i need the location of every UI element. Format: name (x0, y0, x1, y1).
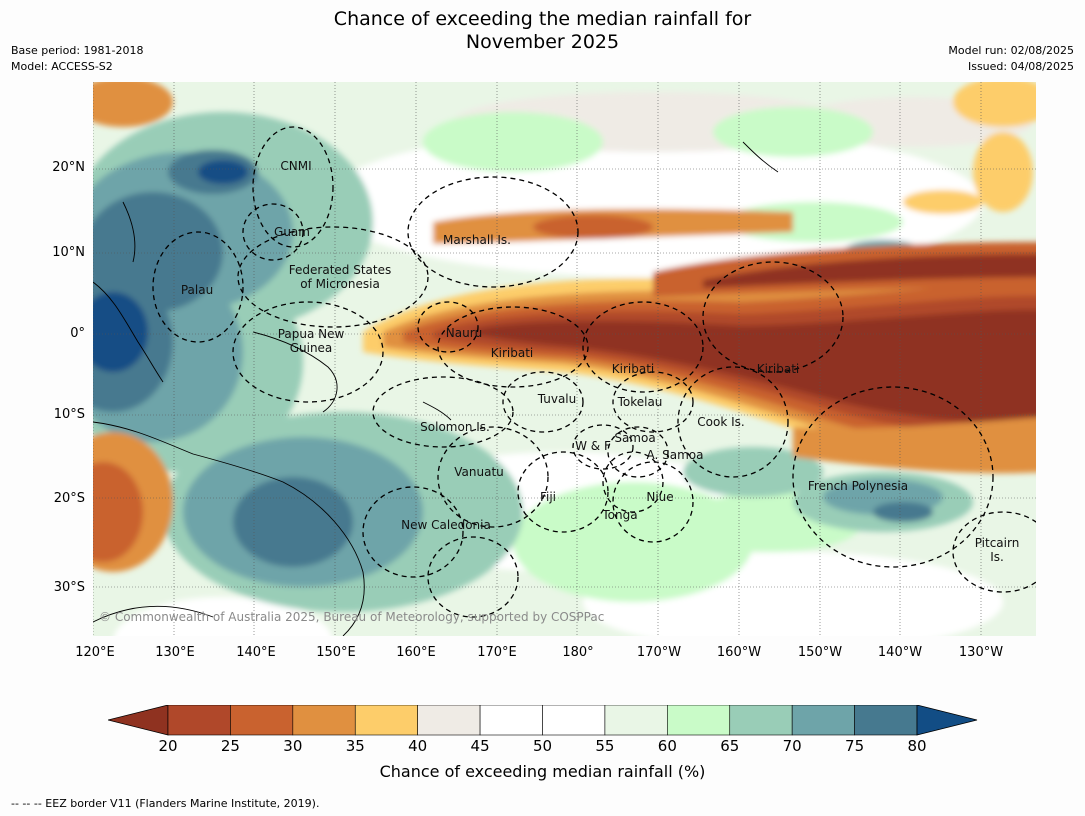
colorbar-segment (667, 705, 731, 736)
colorbar-tick-label: 30 (283, 737, 303, 755)
colorbar-tick-label: 60 (657, 737, 677, 755)
region-solomon: Solomon Is. (420, 420, 490, 434)
lon-label-120e: 120°E (75, 645, 115, 660)
model-name: Model: ACCESS-S2 (11, 60, 113, 73)
colorbar-segment (354, 705, 418, 736)
issued-date: Issued: 04/08/2025 (967, 60, 1074, 73)
colorbar-tick-label: 45 (470, 737, 490, 755)
colorbar-tick-label: 65 (720, 737, 740, 755)
region-vanuatu: Vanuatu (454, 465, 504, 479)
region-wf: W & F (575, 439, 611, 453)
title-line-1: Chance of exceeding the median rainfall … (333, 8, 752, 30)
colorbar-tick-label: 55 (595, 737, 615, 755)
meta-left: Base period: 1981-2018 Model: ACCESS-S2 (11, 43, 143, 75)
colorbar-segment (479, 705, 543, 736)
eez-border-note: -- -- -- EEZ border V11 (Flanders Marine… (11, 797, 320, 810)
lon-label-150w: 150°W (797, 645, 843, 660)
region-marshall: Marshall Is. (443, 233, 511, 247)
colorbar-tick-label: 80 (907, 737, 927, 755)
eez-borders (152, 126, 1036, 618)
region-tuvalu: Tuvalu (537, 392, 577, 406)
region-french-polynesia: French Polynesia (807, 479, 909, 493)
region-nauru: Nauru (445, 326, 483, 340)
region-amsamoa: A. Samoa (646, 448, 704, 462)
colorbar-segment (417, 705, 481, 736)
region-cook: Cook Is. (697, 415, 745, 429)
region-samoa: Samoa (614, 431, 656, 445)
base-period: Base period: 1981-2018 (11, 44, 144, 57)
colorbar-segment (604, 705, 668, 736)
title-line-2: November 2025 (465, 31, 620, 53)
region-kiribati-central: Kiribati (611, 362, 655, 376)
lon-label-130e: 130°E (155, 645, 195, 660)
region-kiribati-east: Kiribati (756, 362, 800, 376)
lat-label-20s: 20°S (53, 491, 85, 506)
region-pitcairn-line-2: Is. (990, 550, 1004, 564)
region-pitcairn: Pitcairn Is. (975, 536, 1020, 564)
lon-label-140e: 140°E (236, 645, 276, 660)
colorbar-segment (230, 705, 294, 736)
colorbar-tick-label: 40 (408, 737, 428, 755)
colorbar-label: Chance of exceeding median rainfall (%) (379, 762, 706, 781)
lat-label-20n: 20°N (52, 160, 85, 175)
meta-right: Model run: 02/08/2025 Issued: 04/08/2025 (948, 43, 1074, 75)
colorbar-segment (854, 705, 918, 736)
colorbar-tick-label: 70 (782, 737, 802, 755)
region-guam: Guam (274, 225, 310, 239)
lon-label-170w: 170°W (636, 645, 682, 660)
region-kiribati-west: Kiribati (490, 346, 534, 360)
lat-label-10n: 10°N (52, 245, 85, 260)
colorbar-tick-label: 75 (845, 737, 865, 755)
colorbar-segment (791, 705, 855, 736)
region-png-line-1: Papua New (277, 327, 345, 341)
colorbar-tick-label: 25 (220, 737, 240, 755)
lat-label-0: 0° (70, 326, 85, 341)
region-niue: Niue (646, 490, 674, 504)
colorbar-segment (542, 705, 606, 736)
lon-label-150e: 150°E (316, 645, 356, 660)
colorbar-segments (167, 705, 918, 736)
region-fsm-line-2: of Micronesia (300, 277, 380, 291)
lon-label-130w: 130°W (958, 645, 1004, 660)
lat-label-10s: 10°S (53, 407, 85, 422)
region-png: Papua New Guinea (278, 327, 345, 355)
lon-label-160e: 160°E (396, 645, 436, 660)
colorbar-segment (167, 705, 231, 736)
lat-label-30s: 30°S (53, 580, 85, 595)
colorbar-tick-label: 20 (158, 737, 178, 755)
region-fsm-line-1: Federated States (288, 263, 392, 277)
lon-label-180: 180° (562, 645, 594, 660)
region-tokelau: Tokelau (617, 395, 663, 409)
lon-label-140w: 140°W (877, 645, 923, 660)
region-fiji: Fiji (539, 490, 557, 504)
region-tonga: Tonga (602, 508, 638, 522)
colorbar-segment (292, 705, 356, 736)
colorbar-segment (729, 705, 793, 736)
graticule (93, 82, 1036, 636)
rainfall-field (93, 82, 1036, 636)
region-png-line-2: Guinea (289, 341, 333, 355)
region-palau: Palau (180, 283, 214, 297)
region-new-caledonia: New Caledonia (401, 518, 491, 532)
colorbar-over-arrow (916, 705, 978, 736)
colorbar-under-arrow (108, 705, 169, 736)
rainfall-map (93, 82, 1036, 636)
lon-label-160w: 160°W (716, 645, 762, 660)
lon-label-170e: 170°E (477, 645, 517, 660)
map-title: Chance of exceeding the median rainfall … (0, 8, 1085, 54)
copyright-notice: © Commonwealth of Australia 2025, Bureau… (99, 610, 605, 624)
region-cnmi: CNMI (280, 159, 312, 173)
region-pitcairn-line-1: Pitcairn (974, 536, 1020, 550)
colorbar-tick-label: 50 (532, 737, 553, 755)
colorbar (108, 705, 978, 736)
region-fsm: Federated States of Micronesia (289, 263, 391, 291)
rainfall-map-canvas (93, 82, 1036, 636)
model-run: Model run: 02/08/2025 (948, 44, 1074, 57)
colorbar-tick-label: 35 (345, 737, 365, 755)
